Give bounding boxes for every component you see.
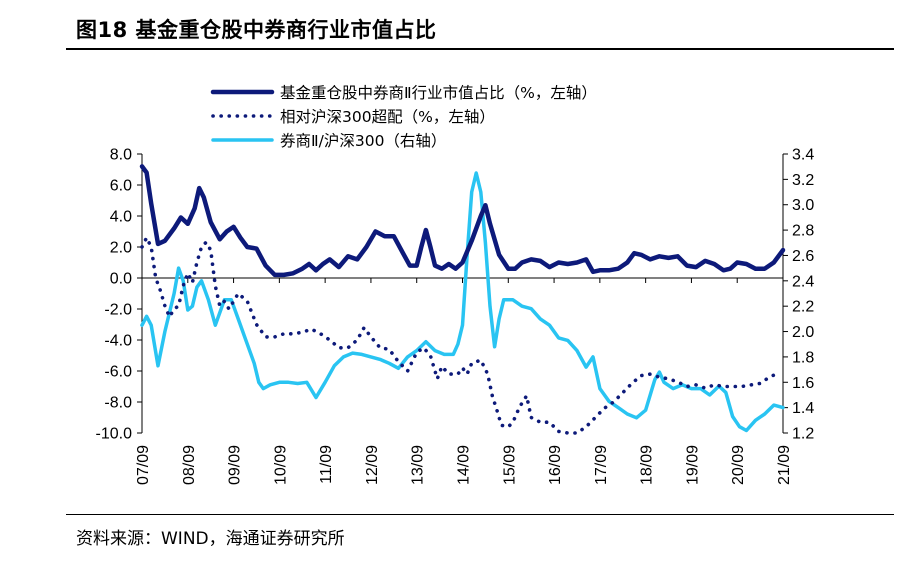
left-tick-label: -2.0 xyxy=(104,302,132,319)
right-tick-label: 2.4 xyxy=(792,273,814,290)
chart-area: 基金重仓股中券商Ⅱ行业市值占比（%，左轴） 相对沪深300超配（%，左轴） 券商Ⅱ/… xyxy=(0,0,918,514)
left-tick-label: 6.0 xyxy=(110,178,132,195)
left-tick-label: 4.0 xyxy=(110,209,132,226)
x-tick-label: 21/09 xyxy=(776,445,793,485)
source-note: 资料来源：WIND，海通证券研究所 xyxy=(76,524,345,549)
x-tick-label: 14/09 xyxy=(456,445,473,485)
x-tick-label: 12/09 xyxy=(364,445,381,485)
right-tick-label: 3.0 xyxy=(792,197,814,214)
x-tick-label: 07/09 xyxy=(135,445,152,485)
x-tick-label: 16/09 xyxy=(547,445,564,485)
right-tick-label: 1.6 xyxy=(792,375,814,392)
left-tick-label: -8.0 xyxy=(104,395,132,412)
x-tick-label: 11/09 xyxy=(318,445,335,484)
legend: 基金重仓股中券商Ⅱ行业市值占比（%，左轴） 相对沪深300超配（%，左轴） 券商Ⅱ/… xyxy=(213,84,597,150)
left-tick-label: 2.0 xyxy=(110,240,132,257)
left-tick-label: -4.0 xyxy=(104,333,132,350)
legend-label-2: 相对沪深300超配（%，左轴） xyxy=(280,108,495,126)
right-tick-label: 2.6 xyxy=(792,248,814,265)
x-tick-label: 20/09 xyxy=(730,445,747,485)
x-tick-label: 19/09 xyxy=(684,445,701,485)
series-line-3 xyxy=(142,173,783,431)
right-tick-label: 3.2 xyxy=(792,172,814,189)
right-tick-label: 1.4 xyxy=(792,400,814,417)
right-tick-label: 2.0 xyxy=(792,324,814,341)
series-line-1 xyxy=(142,166,783,275)
x-tick-label: 09/09 xyxy=(227,445,244,485)
left-tick-label: -10.0 xyxy=(96,426,133,443)
x-tick-label: 15/09 xyxy=(501,445,518,485)
legend-label-3: 券商Ⅱ/沪深300（右轴） xyxy=(280,132,446,150)
legend-label-1: 基金重仓股中券商Ⅱ行业市值占比（%，左轴） xyxy=(280,84,597,102)
series-group xyxy=(142,166,783,433)
right-tick-label: 2.8 xyxy=(792,223,814,240)
right-tick-label: 1.2 xyxy=(792,426,814,443)
left-tick-label: 8.0 xyxy=(110,147,132,164)
right-tick-label: 2.2 xyxy=(792,299,814,316)
right-tick-label: 1.8 xyxy=(792,349,814,366)
right-tick-label: 3.4 xyxy=(792,147,814,164)
x-tick-label: 08/09 xyxy=(181,445,198,485)
x-tick-label: 13/09 xyxy=(410,445,427,485)
x-tick-label: 18/09 xyxy=(639,445,656,485)
left-tick-label: 0.0 xyxy=(110,271,132,288)
x-tick-label: 17/09 xyxy=(593,445,610,485)
left-tick-label: -6.0 xyxy=(104,364,132,381)
x-tick-label: 10/09 xyxy=(272,445,289,485)
source-rule xyxy=(66,514,894,515)
